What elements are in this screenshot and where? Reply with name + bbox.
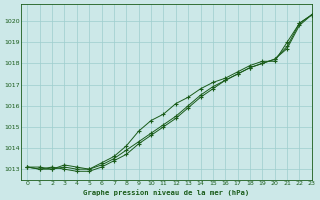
X-axis label: Graphe pression niveau de la mer (hPa): Graphe pression niveau de la mer (hPa) [84,189,250,196]
